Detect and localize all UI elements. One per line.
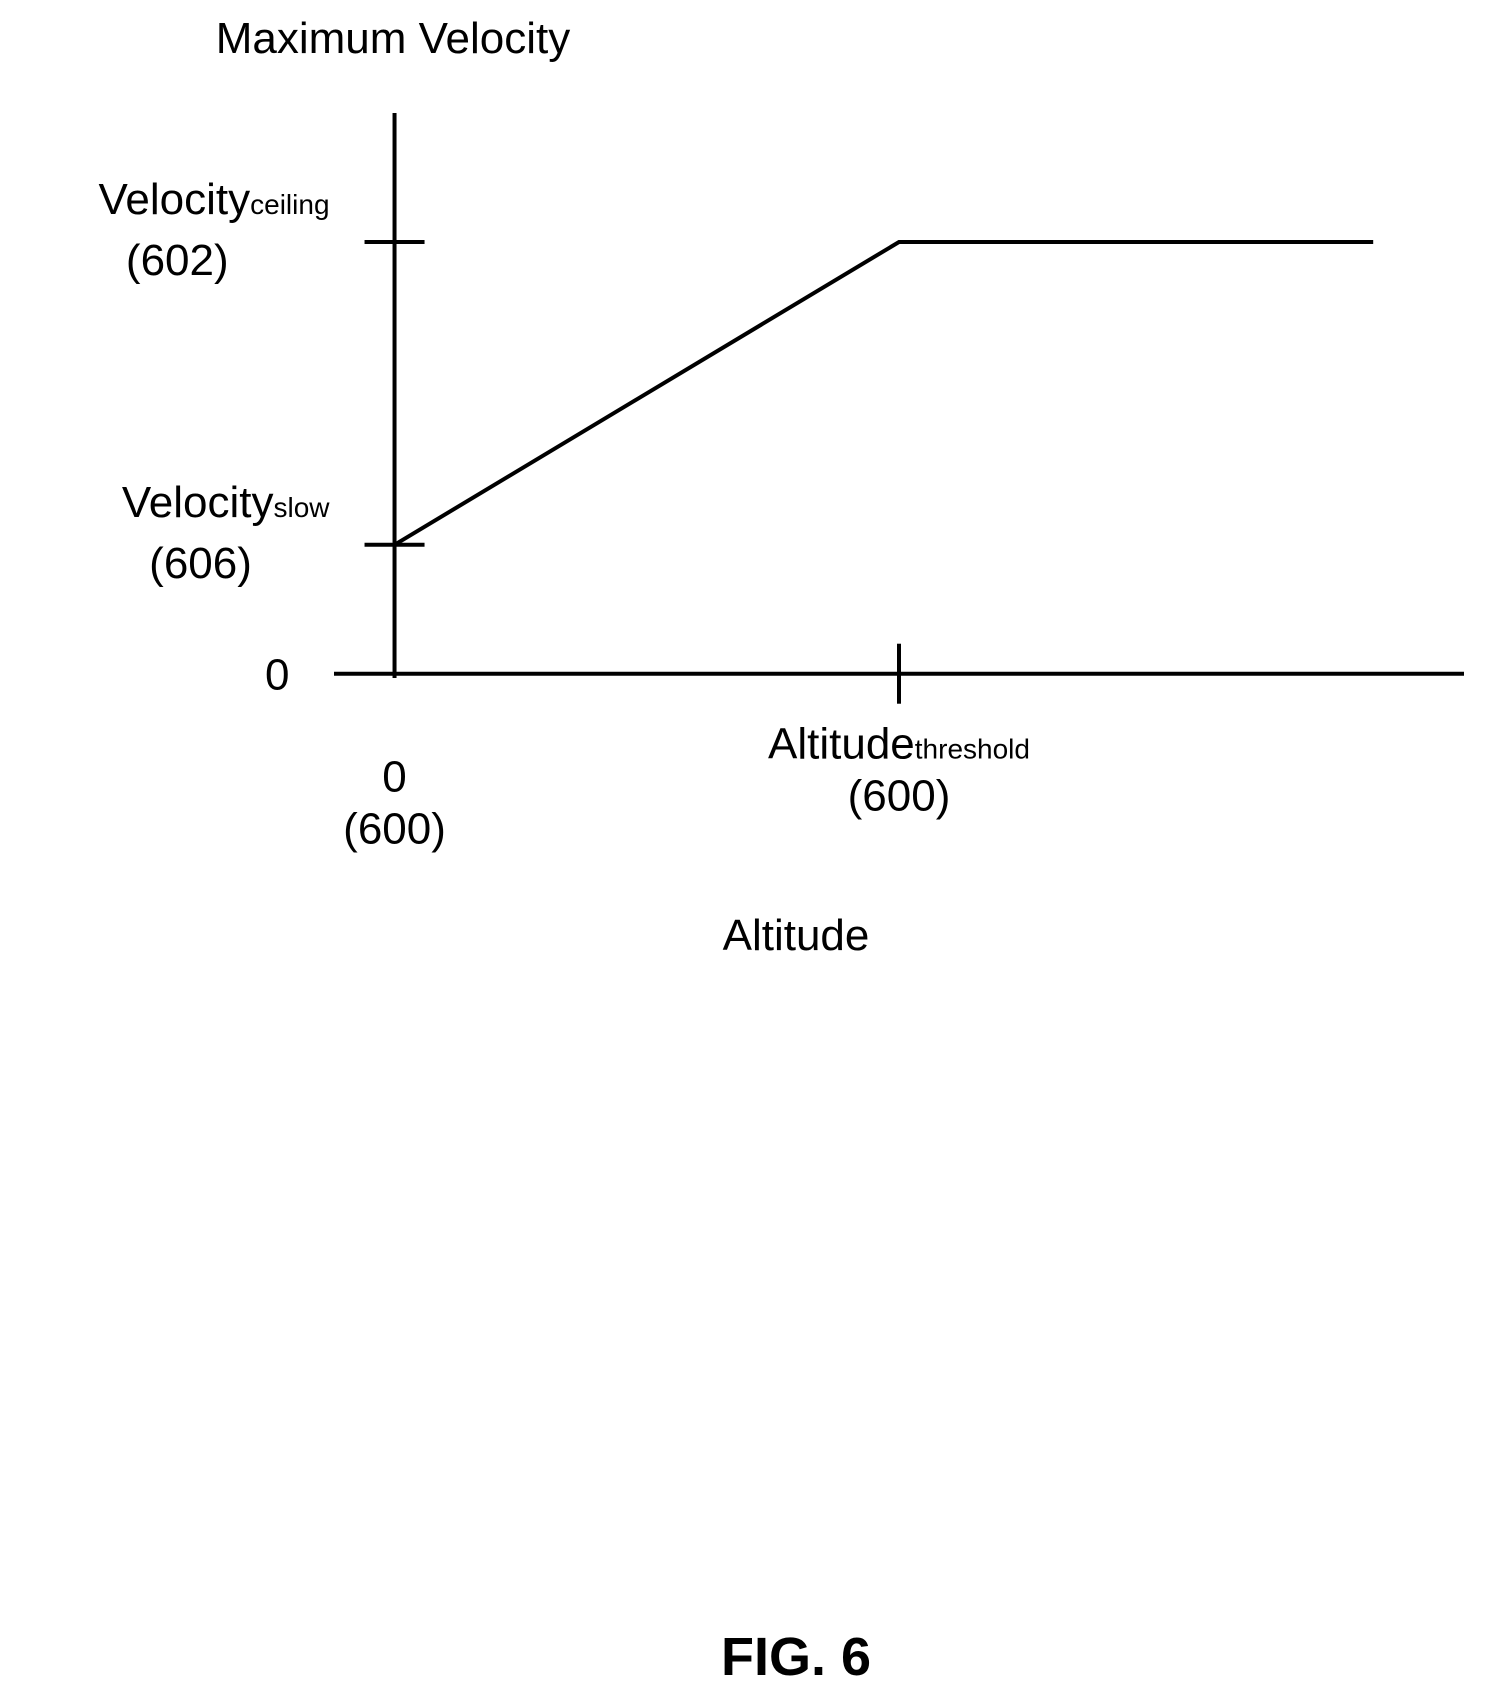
- series-group: [393, 240, 1374, 547]
- x-tick-ref-1: (600): [848, 772, 951, 821]
- figure-label: FIG. 6: [721, 1627, 871, 1687]
- axis-ticks: 0Velocityslow(606)Velocityceiling(602)0(…: [99, 175, 1030, 854]
- x-tick-label-0: 0: [382, 753, 406, 802]
- y-tick-label-2: Velocityceiling: [99, 175, 330, 224]
- x-axis-label: Altitude: [723, 911, 870, 960]
- x-tick-label-1: Altitudethreshold: [768, 720, 1030, 769]
- x-tick-ref-0: (600): [343, 805, 446, 854]
- y-tick-label-0: 0: [265, 651, 289, 700]
- series-line-0: [393, 240, 1374, 547]
- y-tick-ref-2: (602): [126, 236, 229, 285]
- y-tick-label-1: Velocityslow: [122, 478, 330, 527]
- y-tick-ref-1: (606): [149, 539, 252, 588]
- y-axis-label: Maximum Velocity: [216, 14, 571, 63]
